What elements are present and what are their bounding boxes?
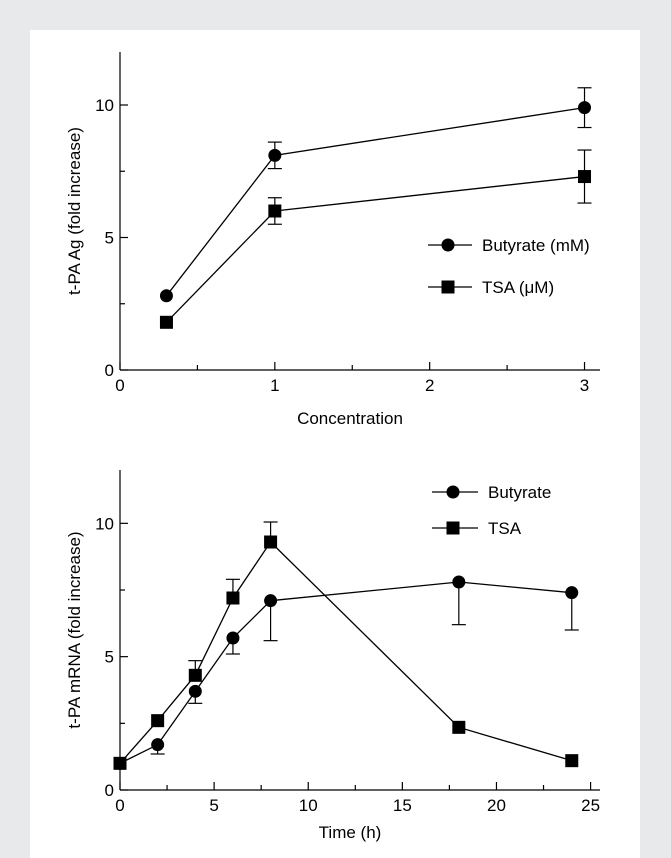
- series-circle: [113, 575, 579, 770]
- data-point-circle: [565, 586, 579, 600]
- legend-marker-square: [441, 280, 455, 294]
- data-point-square: [159, 315, 173, 329]
- legend-entry: TSA (μM): [428, 278, 554, 297]
- data-point-square: [226, 591, 240, 605]
- y-tick-label: 10: [95, 96, 114, 115]
- data-point-circle: [159, 289, 173, 303]
- series-circle: [159, 87, 592, 303]
- x-tick-label: 15: [393, 796, 412, 815]
- data-point-circle: [578, 101, 592, 115]
- y-tick-label: 0: [105, 361, 114, 380]
- legend-entry: TSA: [432, 519, 522, 538]
- data-point-square: [151, 714, 165, 728]
- legend-entry: Butyrate (mM): [428, 236, 590, 255]
- data-point-circle: [264, 594, 278, 608]
- data-point-square: [565, 754, 579, 768]
- y-tick-label: 5: [105, 229, 114, 248]
- series-square: [159, 149, 592, 329]
- chart-tpa-antigen: 0 1 2 3 0 5 10 Concentration t-PA Ag (fold incre…: [65, 52, 600, 428]
- x-tick-label: 3: [580, 376, 589, 395]
- legend-label: TSA (μM): [482, 278, 554, 297]
- series-line: [165, 107, 585, 297]
- series-square: [113, 521, 579, 770]
- data-point-circle: [188, 684, 202, 698]
- x-axis-title: Concentration: [297, 409, 403, 428]
- data-point-circle: [268, 148, 282, 162]
- series-line: [119, 540, 572, 764]
- legend-entry: Butyrate: [432, 483, 551, 502]
- legend-label: Butyrate: [488, 483, 551, 502]
- data-point-circle: [151, 738, 165, 752]
- y-tick-label: 5: [105, 648, 114, 667]
- x-tick-label: 2: [425, 376, 434, 395]
- x-tick-label: 0: [115, 376, 124, 395]
- data-point-square: [188, 668, 202, 682]
- data-point-square: [452, 720, 466, 734]
- x-tick-label: 10: [299, 796, 318, 815]
- legend-label: TSA: [488, 519, 522, 538]
- chart-figure: 0 1 2 3 0 5 10 Concentration t-PA Ag (fold incre…: [65, 52, 600, 842]
- data-point-square: [268, 204, 282, 218]
- data-point-square: [578, 170, 592, 184]
- figure-panel: 0 1 2 3 0 5 10 Concentration t-PA Ag (fold incre…: [30, 30, 640, 858]
- legend-marker-circle: [446, 485, 460, 499]
- x-tick-label: 20: [487, 796, 506, 815]
- x-axis-title: Time (h): [319, 823, 382, 842]
- y-axis-title: t-PA Ag (fold increase): [65, 127, 84, 295]
- data-point-square: [113, 756, 127, 770]
- y-tick-label: 10: [95, 514, 114, 533]
- data-point-circle: [226, 631, 240, 645]
- x-tick-label: 5: [209, 796, 218, 815]
- x-tick-label: 1: [270, 376, 279, 395]
- y-axis-title: t-PA mRNA (fold increase): [65, 531, 84, 728]
- legend-marker-square: [446, 521, 460, 535]
- x-tick-label: 0: [115, 796, 124, 815]
- data-point-square: [264, 535, 278, 549]
- y-tick-label: 0: [105, 781, 114, 800]
- data-point-circle: [452, 575, 466, 589]
- legend-label: Butyrate (mM): [482, 236, 590, 255]
- x-tick-label: 25: [581, 796, 600, 815]
- series-line: [119, 581, 572, 764]
- legend-marker-circle: [441, 238, 455, 252]
